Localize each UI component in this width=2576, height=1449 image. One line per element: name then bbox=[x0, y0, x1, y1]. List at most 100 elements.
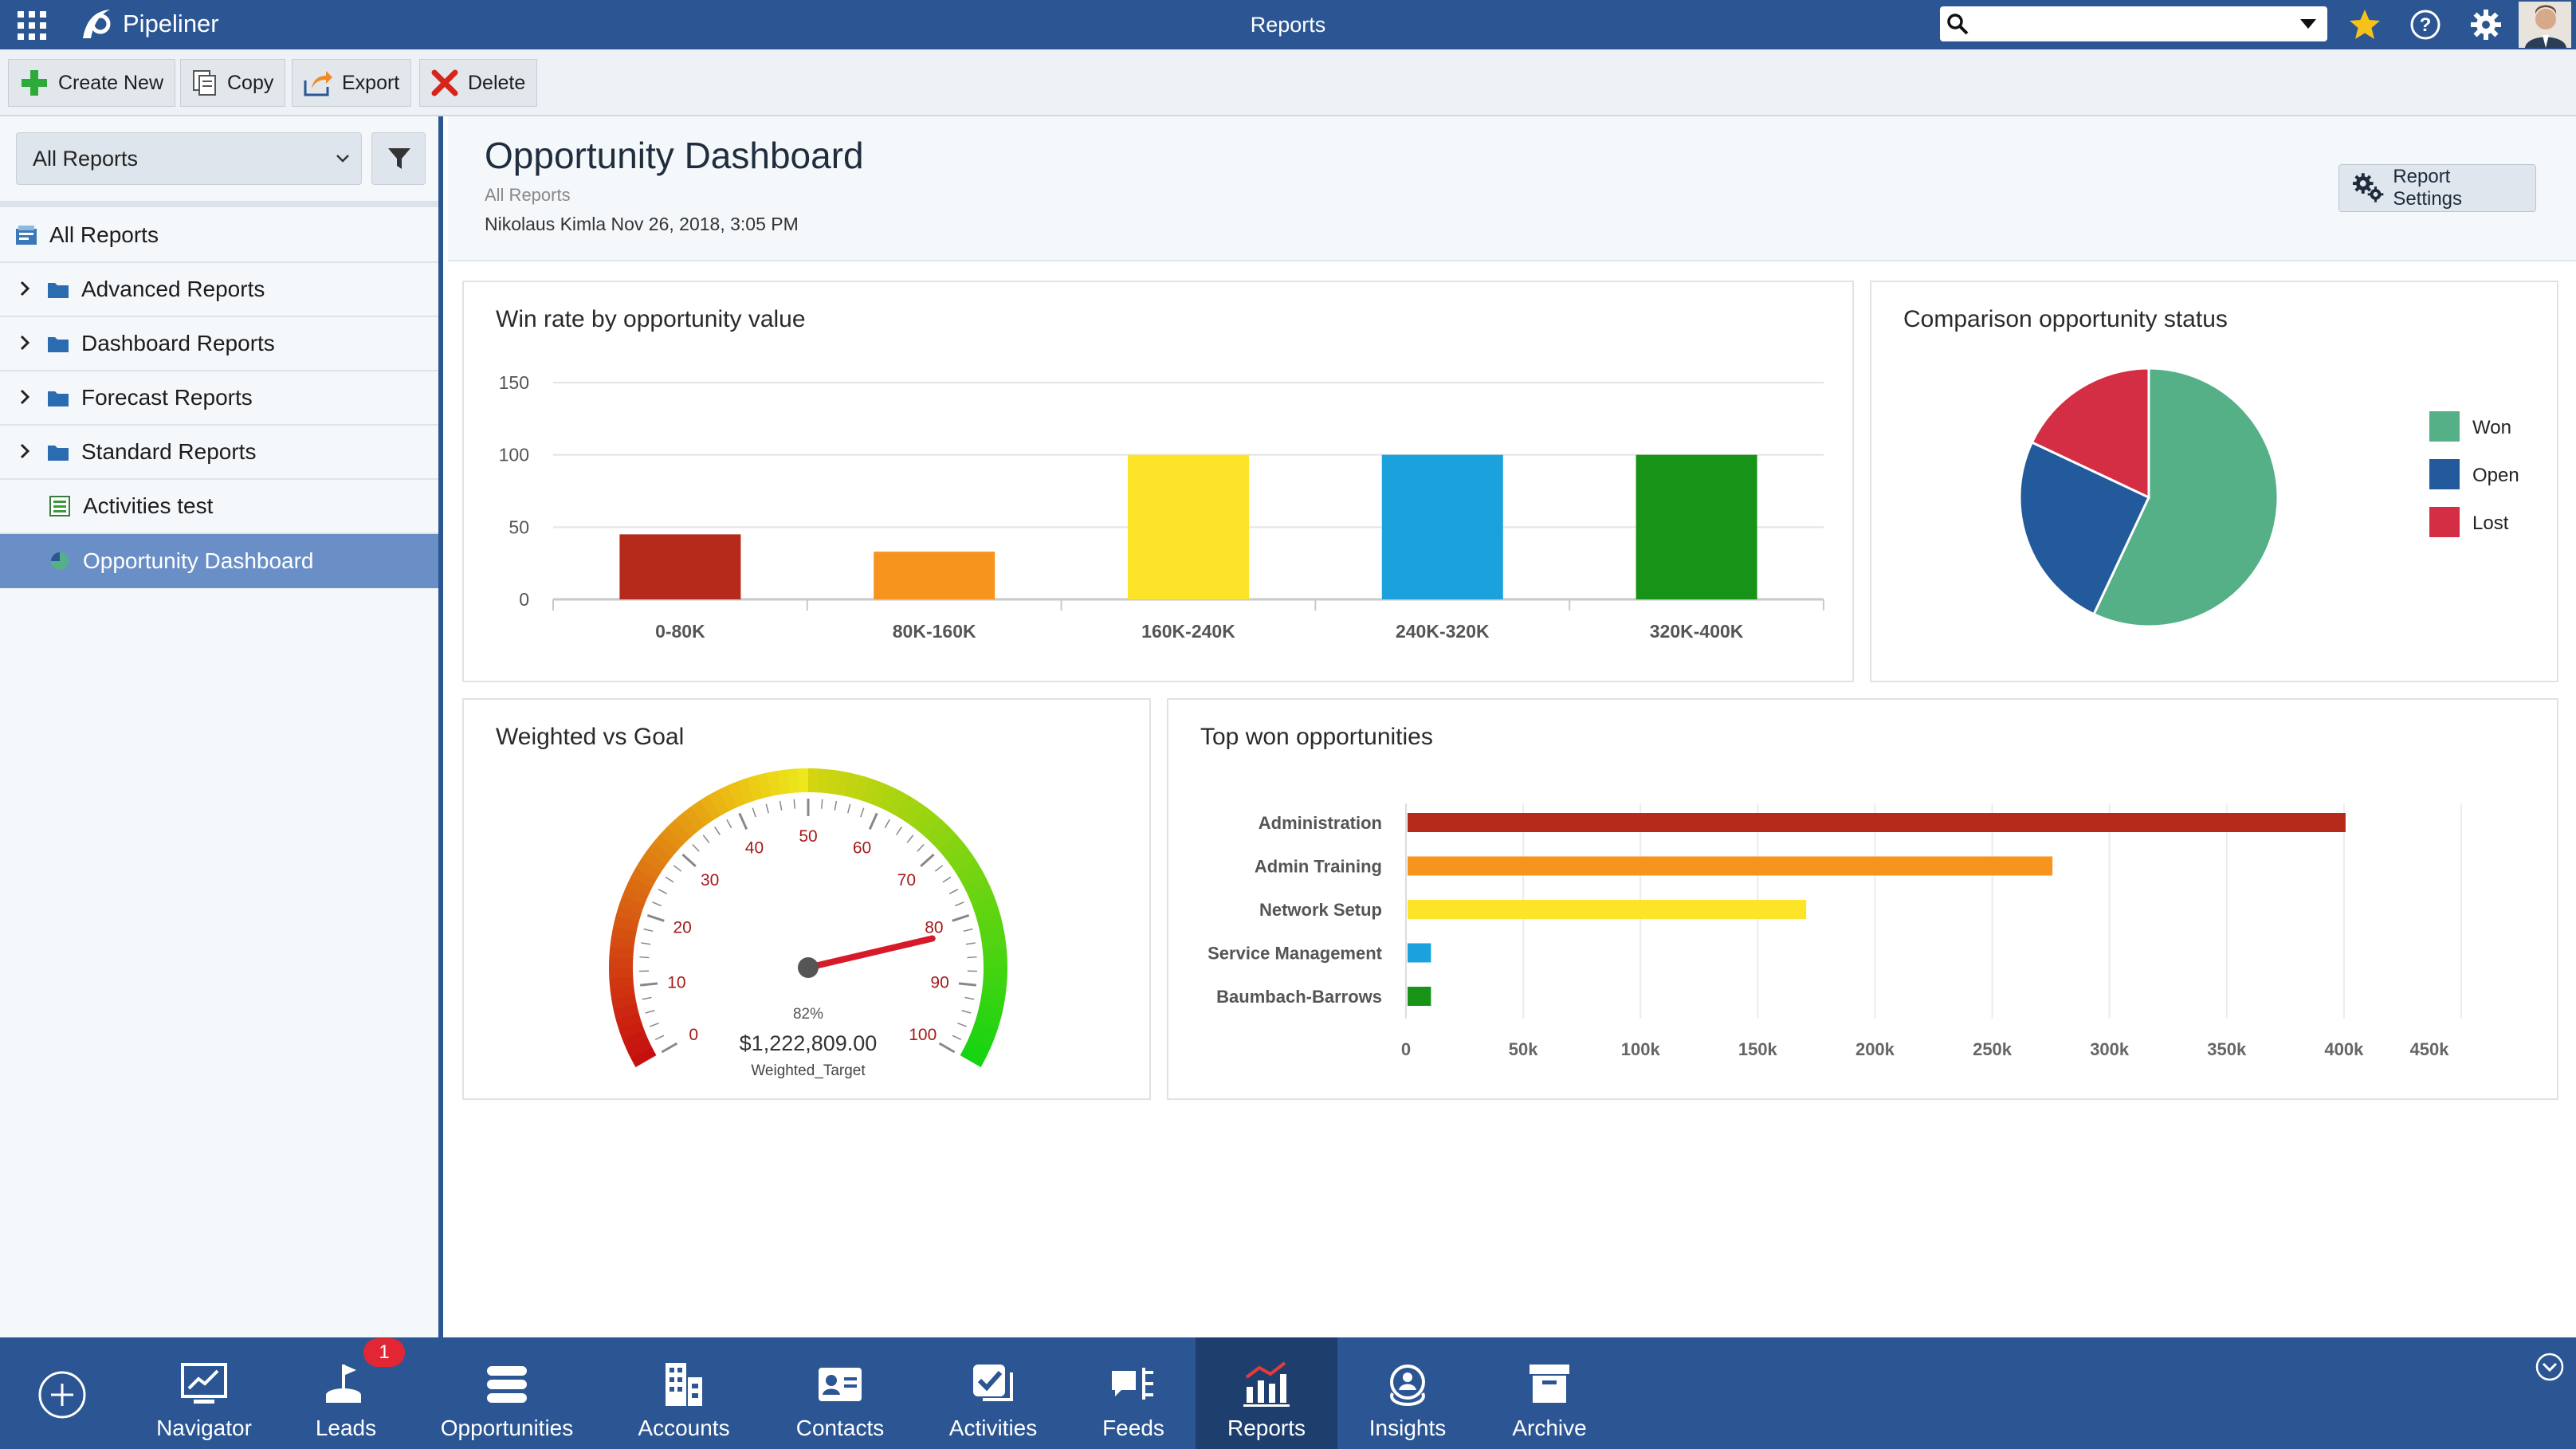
gauge-tick-label: 20 bbox=[673, 919, 691, 937]
pie-slice[interactable] bbox=[2092, 367, 2280, 628]
gauge-tick bbox=[661, 1042, 678, 1054]
legend-swatch bbox=[2429, 507, 2460, 537]
gauge-band-segment bbox=[674, 812, 698, 838]
nav-label: Accounts bbox=[638, 1416, 730, 1440]
chevron-right-icon[interactable] bbox=[13, 277, 37, 302]
x-tick-label: 0 bbox=[1401, 1039, 1411, 1059]
navigator-icon bbox=[181, 1363, 227, 1404]
folder-icon bbox=[48, 391, 69, 406]
gauge-tick bbox=[820, 799, 823, 809]
nav-feeds[interactable]: Feeds bbox=[1073, 1337, 1194, 1449]
breadcrumb[interactable]: All Reports bbox=[485, 185, 571, 205]
gauge-band-segment bbox=[981, 985, 1007, 999]
page-title: Opportunity Dashboard bbox=[485, 135, 864, 176]
gauge-tick bbox=[641, 942, 651, 945]
bar[interactable] bbox=[1408, 856, 2053, 876]
add-circle-icon[interactable] bbox=[37, 1369, 88, 1420]
bar[interactable] bbox=[1408, 943, 1431, 963]
nav-leads[interactable]: Leads bbox=[276, 1337, 416, 1449]
nav-archive[interactable]: Archive bbox=[1482, 1337, 1616, 1449]
help-icon[interactable]: ? bbox=[2409, 8, 2442, 41]
delete-button[interactable]: Delete bbox=[419, 59, 538, 107]
gauge-band-segment bbox=[746, 775, 764, 801]
global-search-input[interactable] bbox=[1940, 6, 2327, 41]
bar[interactable] bbox=[619, 534, 741, 599]
x-tick-label: 200k bbox=[1855, 1039, 1895, 1059]
gauge-tick bbox=[860, 807, 865, 818]
search-dropdown-icon[interactable] bbox=[2300, 19, 2316, 29]
copy-icon bbox=[193, 70, 216, 96]
gauge-tick bbox=[692, 843, 700, 852]
pie-slice[interactable] bbox=[2030, 367, 2150, 500]
gauge-band-segment bbox=[767, 770, 782, 796]
gauge-band-segment bbox=[609, 946, 634, 959]
nav-contacts[interactable]: Contacts bbox=[773, 1337, 907, 1449]
gauge-band-segment bbox=[797, 768, 809, 793]
x-tick-label: 400k bbox=[2324, 1039, 2364, 1059]
apps-grid-icon[interactable] bbox=[16, 10, 48, 41]
favorites-star-icon[interactable] bbox=[2348, 8, 2382, 41]
copy-label: Copy bbox=[227, 71, 274, 94]
gauge-tick-label: 80 bbox=[925, 919, 943, 937]
export-button[interactable]: Export bbox=[292, 59, 412, 107]
gauge-band-segment bbox=[717, 785, 738, 811]
brand-name: Pipeliner bbox=[123, 10, 219, 37]
bar[interactable] bbox=[1408, 813, 2346, 832]
app-section-title: Reports bbox=[1250, 13, 1326, 37]
gauge-tick bbox=[726, 819, 732, 829]
settings-gear-icon[interactable] bbox=[2469, 8, 2503, 41]
gauge-tick bbox=[942, 876, 952, 883]
nav-reports[interactable]: Reports bbox=[1196, 1337, 1337, 1449]
sidebar-item-standard-reports[interactable]: Standard Reports bbox=[0, 426, 438, 480]
gauge-tick-label: 70 bbox=[897, 871, 916, 889]
bar[interactable] bbox=[874, 552, 995, 599]
user-avatar[interactable] bbox=[2519, 2, 2571, 48]
sidebar-item-all-reports[interactable]: All Reports bbox=[0, 209, 438, 263]
bar[interactable] bbox=[1636, 454, 1757, 599]
sidebar-item-forecast-reports[interactable]: Forecast Reports bbox=[0, 371, 438, 426]
pipeliner-logo[interactable]: Pipeliner bbox=[77, 6, 219, 41]
nav-navigator[interactable]: Navigator bbox=[135, 1337, 273, 1449]
bar[interactable] bbox=[1381, 454, 1503, 599]
report-settings-button[interactable]: Report Settings bbox=[2338, 164, 2536, 212]
sidebar-item-activities-test[interactable]: Activities test bbox=[0, 480, 438, 534]
sidebar-item-advanced-reports[interactable]: Advanced Reports bbox=[0, 263, 438, 317]
filter-button[interactable] bbox=[371, 132, 426, 185]
create-new-button[interactable]: Create New bbox=[8, 59, 175, 107]
chevron-right-icon[interactable] bbox=[13, 385, 37, 410]
x-tick-label: 240K-320K bbox=[1396, 621, 1490, 642]
folder-icon bbox=[48, 283, 69, 298]
nav-accounts[interactable]: Accounts bbox=[618, 1337, 749, 1449]
legend-swatch bbox=[2429, 459, 2460, 489]
gauge-band-segment bbox=[944, 842, 970, 866]
bar[interactable] bbox=[1128, 454, 1249, 599]
gauge-tick bbox=[967, 956, 977, 959]
nav-insights[interactable]: Insights bbox=[1339, 1337, 1476, 1449]
sidebar-item-dashboard-reports[interactable]: Dashboard Reports bbox=[0, 317, 438, 371]
gauge-band-segment bbox=[618, 895, 645, 914]
collapse-chevron-icon[interactable] bbox=[2535, 1352, 2565, 1382]
gauge-tick bbox=[640, 982, 658, 987]
report-filter-select[interactable]: All Reports bbox=[16, 132, 362, 185]
gauge-tick bbox=[702, 834, 710, 843]
copy-button[interactable]: Copy bbox=[180, 59, 286, 107]
top-bar: Reports Pipeliner ? bbox=[0, 0, 2576, 49]
gauge-band-segment bbox=[615, 1012, 642, 1030]
bar[interactable] bbox=[1408, 900, 1807, 919]
nav-activities[interactable]: Activities bbox=[923, 1337, 1063, 1449]
sidebar-item-opportunity-dashboard[interactable]: Opportunity Dashboard bbox=[0, 534, 438, 588]
pie-slice[interactable] bbox=[2018, 441, 2150, 616]
chevron-right-icon[interactable] bbox=[13, 331, 37, 356]
bar[interactable] bbox=[1408, 987, 1431, 1006]
gauge-band-segment bbox=[968, 886, 995, 905]
gauge-band-segment bbox=[641, 850, 667, 873]
x-tick-label: 250k bbox=[1973, 1039, 2012, 1059]
gauge-tick bbox=[652, 901, 662, 907]
y-tick-label: Baumbach-Barrows bbox=[1216, 987, 1382, 1007]
gauge-tick-label: 100 bbox=[909, 1026, 937, 1044]
x-tick-label: 300k bbox=[2090, 1039, 2130, 1059]
chevron-right-icon[interactable] bbox=[13, 439, 37, 465]
y-tick-label: Administration bbox=[1259, 813, 1382, 833]
gauge-band-segment bbox=[699, 795, 721, 821]
nav-opportunities[interactable]: Opportunities bbox=[427, 1337, 587, 1449]
